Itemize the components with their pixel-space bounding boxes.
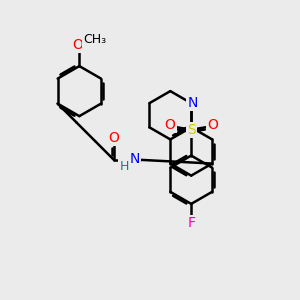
Text: O: O — [108, 131, 119, 145]
Text: H: H — [119, 160, 129, 173]
Text: O: O — [207, 118, 218, 132]
Text: F: F — [187, 216, 195, 230]
Text: CH₃: CH₃ — [83, 33, 106, 46]
Text: N: N — [188, 96, 198, 110]
Text: O: O — [165, 118, 176, 132]
Text: S: S — [187, 123, 196, 137]
Text: N: N — [130, 152, 140, 166]
Text: O: O — [72, 38, 83, 52]
